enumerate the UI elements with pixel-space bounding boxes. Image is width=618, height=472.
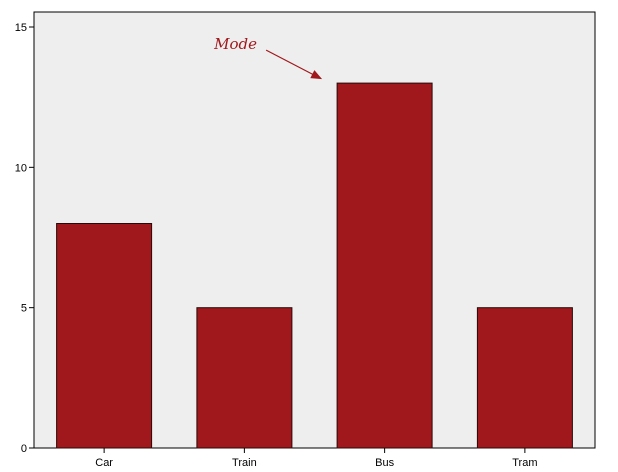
annotation-label: Mode <box>213 35 257 53</box>
x-tick-label: Bus <box>375 457 394 469</box>
y-tick-label: 0 <box>21 443 27 455</box>
x-tick-label: Train <box>232 457 257 469</box>
bar-train <box>196 307 293 449</box>
x-tick-label: Tram <box>512 457 537 469</box>
bar-bus <box>336 82 433 449</box>
x-tick-label: Car <box>95 457 113 469</box>
y-tick-label: 10 <box>15 162 27 174</box>
y-tick-label: 5 <box>21 303 27 315</box>
y-axis: 0 5 10 15 <box>15 22 34 455</box>
annotation-arrow-line <box>265 49 317 77</box>
bars <box>56 82 573 449</box>
y-tick-label: 15 <box>15 22 27 34</box>
mode-annotation: Mode <box>213 35 323 80</box>
annotation-arrow-head <box>310 70 323 80</box>
x-axis: Car Train Bus Tram <box>95 448 538 469</box>
bar-car <box>56 223 153 449</box>
bar-tram <box>476 307 573 449</box>
